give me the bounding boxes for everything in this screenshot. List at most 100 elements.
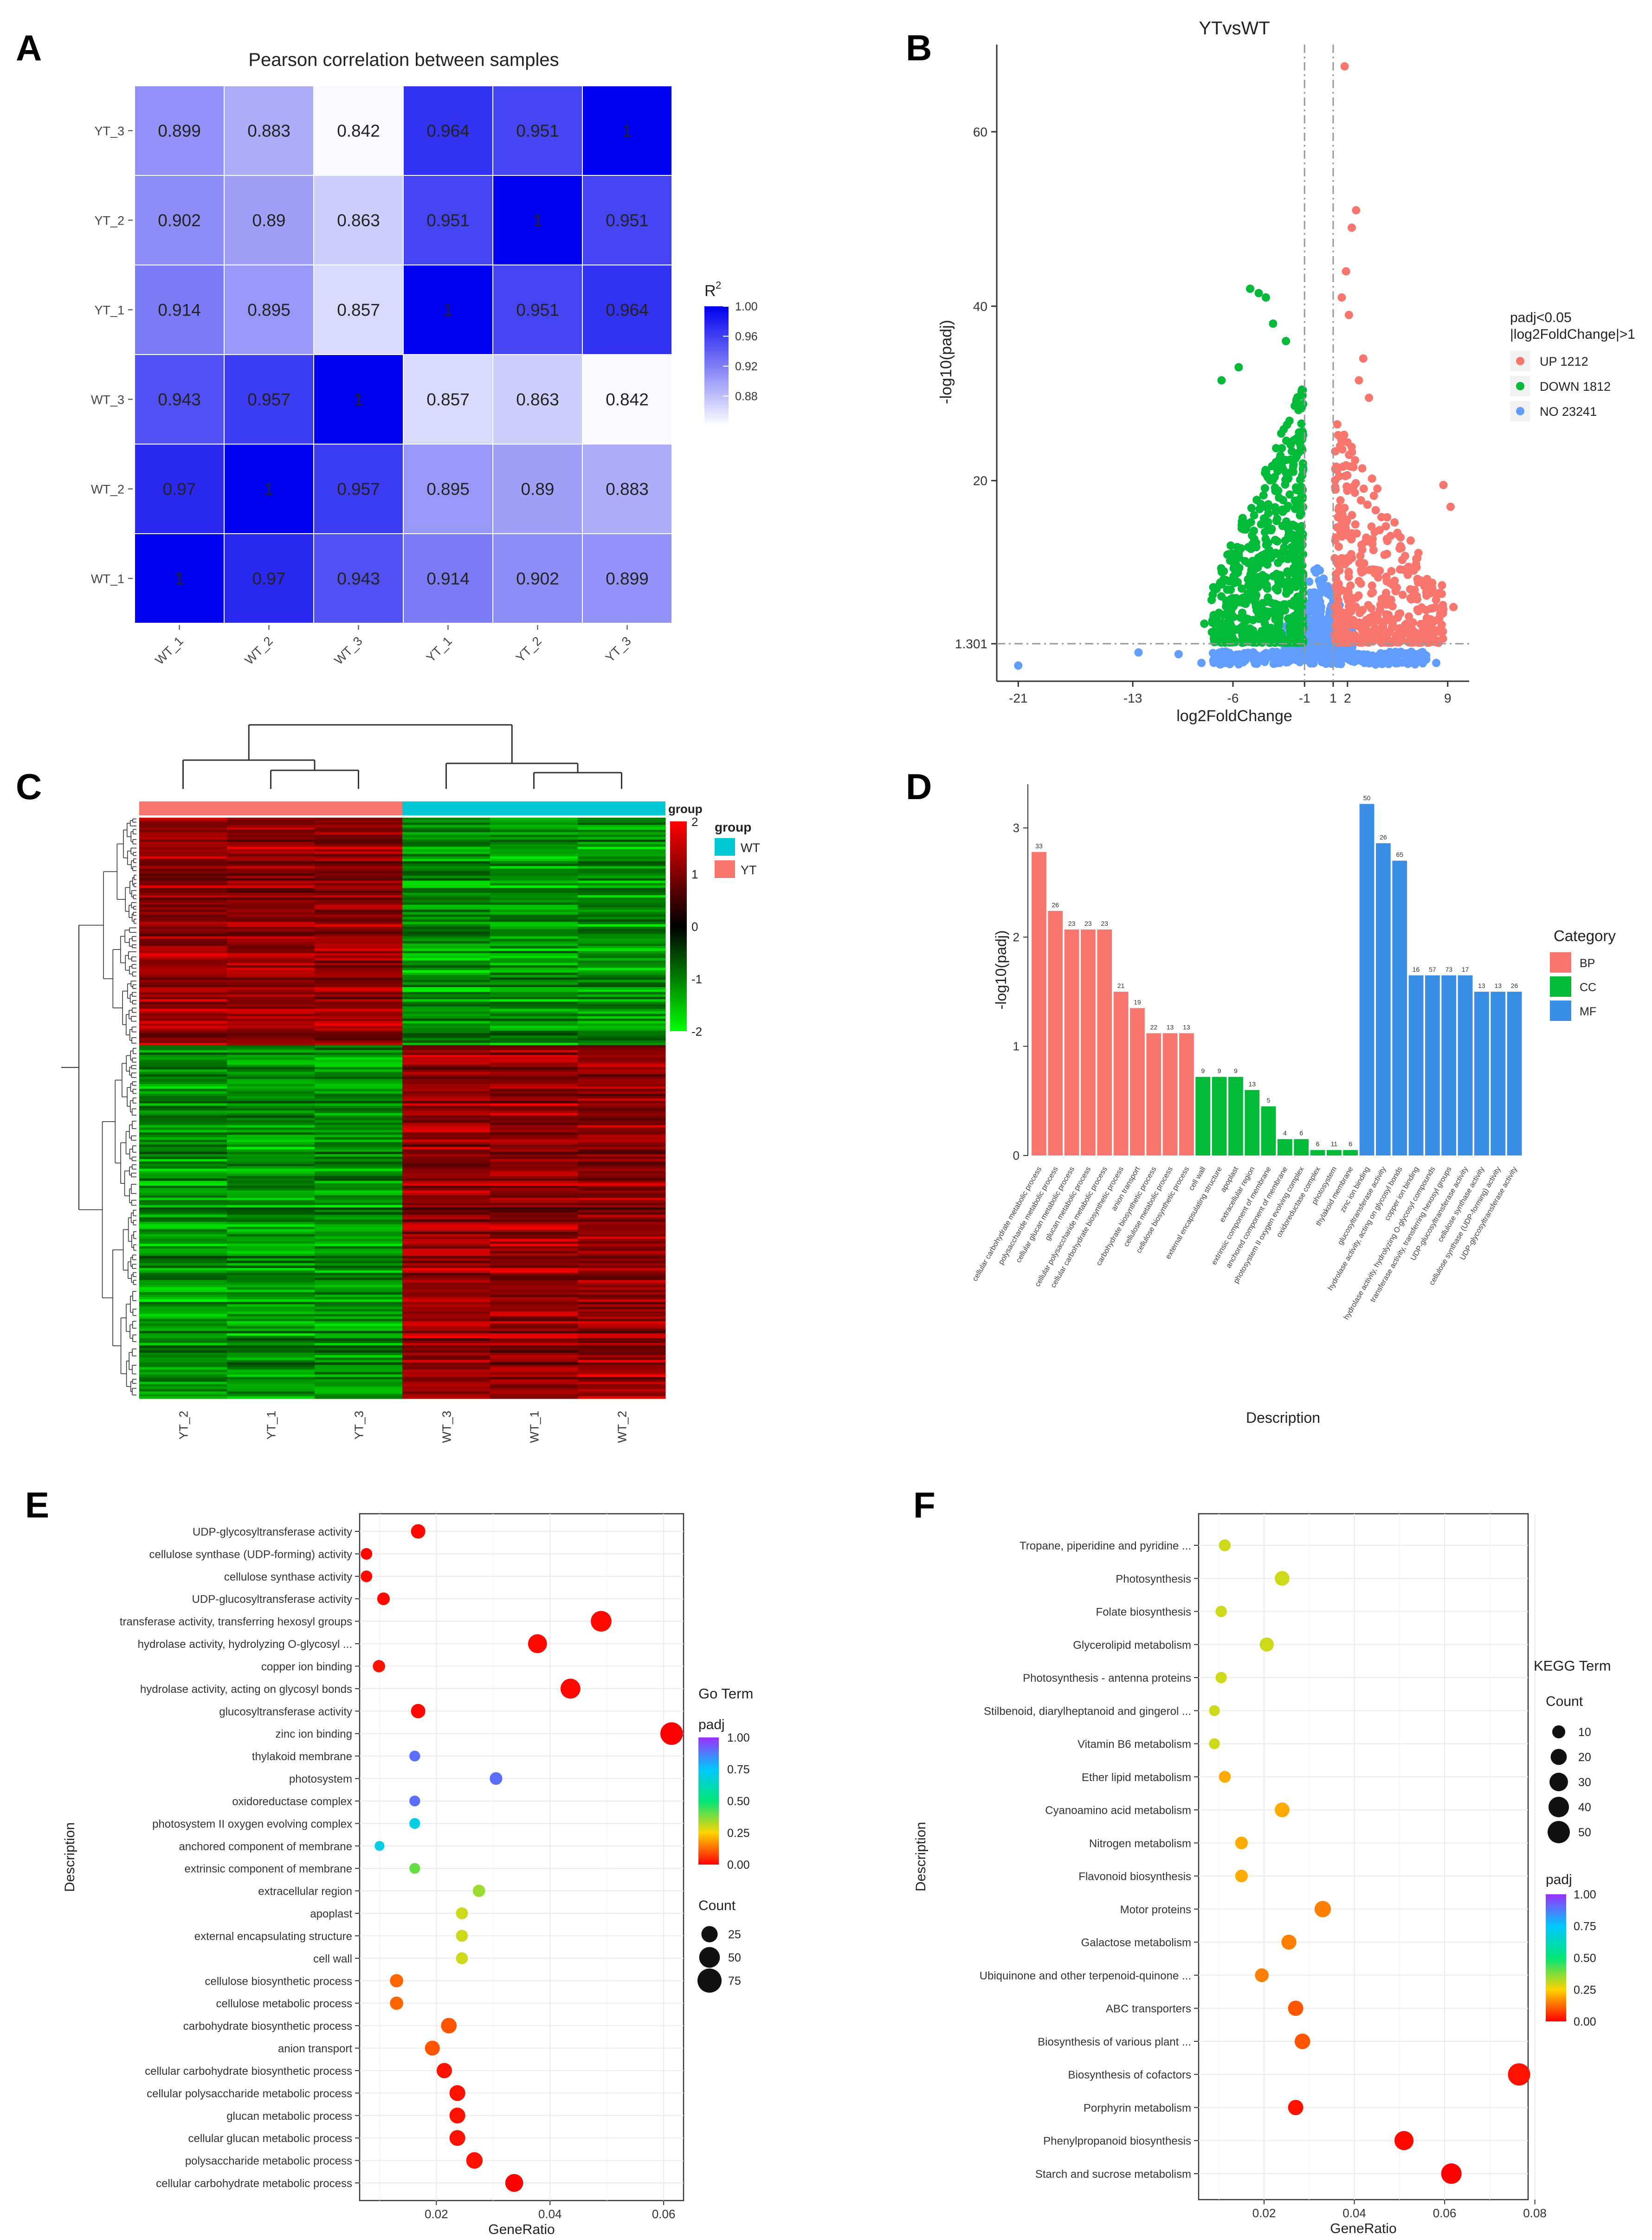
volcano-point-up xyxy=(1386,579,1394,587)
heatmap-c-cell xyxy=(139,827,227,830)
heatmap-cell xyxy=(492,354,583,445)
heatmap-c-cell xyxy=(490,1089,578,1091)
heatmap-c-cell xyxy=(227,1113,315,1116)
heatmap-c-cell xyxy=(139,876,227,878)
heatmap-c-cell xyxy=(490,1278,578,1280)
heatmap-c-cell xyxy=(315,822,403,826)
heatmap-c-cell xyxy=(402,1093,490,1097)
dotplot-e-size-legend-dot xyxy=(701,1926,718,1943)
heatmap-c-cell xyxy=(402,938,490,942)
heatmap-c-cell xyxy=(490,1168,578,1172)
heatmap-c-cell xyxy=(578,1292,666,1295)
heatmap-c-cell xyxy=(139,1139,227,1143)
heatmap-c-cell xyxy=(490,1171,578,1174)
heatmap-c-cell xyxy=(227,1130,315,1133)
heatmap-c-cell xyxy=(227,1137,315,1140)
heatmap-cell xyxy=(134,175,225,265)
heatmap-cell xyxy=(224,444,314,534)
heatmap-cell xyxy=(582,354,672,445)
bar-d-count-label: 23 xyxy=(1084,920,1092,927)
heatmap-c-cell xyxy=(227,1394,315,1397)
heatmap-cell xyxy=(134,533,225,624)
heatmap-c-cell xyxy=(578,1069,666,1072)
heatmap-c-legend-tick-label: -1 xyxy=(691,972,702,986)
heatmap-c-cell xyxy=(315,965,403,968)
heatmap-c-cell xyxy=(402,910,490,912)
heatmap-c-cell xyxy=(227,924,315,927)
volcano-point-up xyxy=(1359,354,1368,363)
heatmap-c-cell xyxy=(578,1156,666,1160)
heatmap-c-cell xyxy=(227,1006,315,1009)
heatmap-c-cell xyxy=(578,1258,666,1261)
heatmap-c-cell xyxy=(315,1050,403,1053)
volcano-point-up xyxy=(1413,578,1422,587)
volcano-point-up xyxy=(1369,546,1378,555)
dotplot-x-tick-label: 0.04 xyxy=(1342,2206,1366,2220)
heatmap-c-cell xyxy=(227,878,315,881)
heatmap-c-cell xyxy=(315,1117,403,1121)
volcano-point-up xyxy=(1335,618,1344,626)
volcano-point-down xyxy=(1251,599,1260,608)
dotplot-e-size-legend-dot xyxy=(699,1947,720,1968)
heatmap-c-cell xyxy=(315,1278,403,1280)
heatmap-c-cell xyxy=(227,929,315,932)
heatmap-c-cell xyxy=(490,1381,578,1385)
heatmap-c-cell xyxy=(490,825,578,828)
heatmap-c-cell xyxy=(402,1178,490,1181)
heatmap-c-cell xyxy=(402,1270,490,1273)
heatmap-c-cell xyxy=(227,922,315,925)
heatmap-c-cell xyxy=(315,1123,403,1126)
heatmap-c-cell xyxy=(578,1125,666,1128)
heatmap-c-cell xyxy=(490,1343,578,1346)
volcano-point-down xyxy=(1244,626,1252,635)
heatmap-c-cell xyxy=(315,1183,403,1186)
dotplot-term-label: Porphyrin metabolism xyxy=(1084,2102,1191,2114)
heatmap-c-cell xyxy=(139,1057,227,1060)
volcano-point-down xyxy=(1269,476,1278,484)
dotplot-point xyxy=(409,1750,420,1762)
volcano-point-up xyxy=(1362,533,1371,542)
heatmap-c-cell xyxy=(402,1159,490,1162)
heatmap-c-cell xyxy=(490,1210,578,1213)
heatmap-cell xyxy=(224,85,314,176)
heatmap-cell-label: 0.957 xyxy=(247,390,290,409)
heatmap-c-cell xyxy=(139,1154,227,1157)
heatmap-c-cell xyxy=(315,1287,403,1290)
heatmap-c-cell xyxy=(227,1038,315,1041)
heatmap-c-cell xyxy=(402,1043,490,1046)
heatmap-c-cell xyxy=(315,1272,403,1276)
bar-d-y-tick-label: 0 xyxy=(1013,1149,1020,1162)
heatmap-c-cell xyxy=(578,1110,666,1113)
heatmap-c-cell xyxy=(315,1101,403,1104)
dotplot-e-color-legend-tick: 0.00 xyxy=(727,1859,750,1872)
volcano-point-down xyxy=(1256,577,1265,586)
heatmap-c-cell xyxy=(139,1031,227,1033)
heatmap-c-cell xyxy=(578,1210,666,1213)
heatmap-c-cell xyxy=(402,873,490,876)
volcano-y-tick-label: 20 xyxy=(973,474,987,488)
heatmap-c-cell xyxy=(227,1183,315,1186)
heatmap-c-cell xyxy=(578,1193,666,1196)
volcano-legend-title-2: |log2FoldChange|>1 xyxy=(1510,327,1635,342)
heatmap-c-cell xyxy=(578,907,666,910)
heatmap-c-cell xyxy=(490,917,578,920)
heatmap-c-cell xyxy=(227,1219,315,1222)
heatmap-c-cell xyxy=(315,1004,403,1007)
heatmap-c-cell xyxy=(139,972,227,975)
heatmap-c-cell xyxy=(315,844,403,847)
heatmap-c-cell xyxy=(490,970,578,973)
bar-d-y-tick-label: 2 xyxy=(1013,930,1020,944)
heatmap-c-cell xyxy=(139,1302,227,1305)
heatmap-y-label: YT_2 xyxy=(94,214,124,228)
heatmap-c-cell xyxy=(578,1052,666,1055)
dotplot-point xyxy=(1255,1968,1269,1982)
heatmap-c-cell xyxy=(315,834,403,838)
heatmap-c-cell xyxy=(139,873,227,876)
heatmap-c-cell xyxy=(227,1290,315,1292)
heatmap-c-cell xyxy=(315,994,403,997)
dotplot-term-label: Biosynthesis of cofactors xyxy=(1068,2069,1191,2081)
heatmap-c-cell xyxy=(227,965,315,968)
dotplot-point xyxy=(409,1818,420,1829)
volcano-point-down xyxy=(1296,476,1304,484)
volcano-point-down xyxy=(1282,337,1291,346)
